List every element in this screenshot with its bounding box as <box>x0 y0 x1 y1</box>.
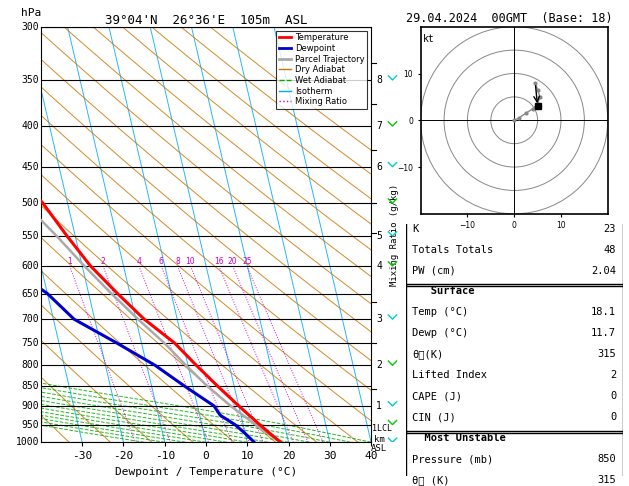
Text: 2.04: 2.04 <box>591 265 616 276</box>
Text: 850: 850 <box>598 454 616 464</box>
Text: 1: 1 <box>376 401 382 411</box>
Bar <box>406 431 623 486</box>
Text: 1LCL: 1LCL <box>372 424 392 433</box>
Text: CAPE (J): CAPE (J) <box>412 391 462 401</box>
Text: θᴄ(K): θᴄ(K) <box>412 349 443 360</box>
Text: 5: 5 <box>376 231 382 241</box>
Bar <box>406 221 623 286</box>
Text: 7: 7 <box>376 121 382 131</box>
Text: Pressure (mb): Pressure (mb) <box>412 454 494 464</box>
Text: Mixing Ratio (g/kg): Mixing Ratio (g/kg) <box>390 183 399 286</box>
Text: 2: 2 <box>101 257 106 266</box>
Text: 25: 25 <box>242 257 252 266</box>
Text: 550: 550 <box>21 231 39 241</box>
Text: 800: 800 <box>21 360 39 370</box>
Text: 350: 350 <box>21 75 39 85</box>
Text: 850: 850 <box>21 381 39 391</box>
Text: 6: 6 <box>159 257 164 266</box>
Text: 400: 400 <box>21 121 39 131</box>
Text: CIN (J): CIN (J) <box>412 412 456 422</box>
Text: 600: 600 <box>21 261 39 271</box>
Bar <box>406 284 623 434</box>
Text: 4: 4 <box>376 261 382 271</box>
Text: Temp (°C): Temp (°C) <box>412 308 469 317</box>
Text: 6: 6 <box>376 162 382 172</box>
Text: 2: 2 <box>610 370 616 381</box>
Text: 950: 950 <box>21 419 39 430</box>
Text: 0: 0 <box>610 391 616 401</box>
Text: 700: 700 <box>21 314 39 324</box>
Text: 8: 8 <box>376 75 382 85</box>
Text: 3: 3 <box>376 314 382 324</box>
Text: 11.7: 11.7 <box>591 329 616 338</box>
Text: Dewp (°C): Dewp (°C) <box>412 329 469 338</box>
Text: θᴄ (K): θᴄ (K) <box>412 475 450 485</box>
Text: 500: 500 <box>21 198 39 208</box>
Text: 315: 315 <box>598 475 616 485</box>
Text: Lifted Index: Lifted Index <box>412 370 487 381</box>
Text: 23: 23 <box>604 224 616 234</box>
Text: Surface: Surface <box>412 286 475 296</box>
Text: kt: kt <box>423 34 435 44</box>
Text: 4: 4 <box>136 257 142 266</box>
Text: ASL: ASL <box>371 444 387 452</box>
Text: 8: 8 <box>175 257 180 266</box>
Title: 39°04'N  26°36'E  105m  ASL: 39°04'N 26°36'E 105m ASL <box>105 14 307 27</box>
Text: 450: 450 <box>21 162 39 172</box>
Text: K: K <box>412 224 418 234</box>
Text: 20: 20 <box>228 257 238 266</box>
Legend: Temperature, Dewpoint, Parcel Trajectory, Dry Adiabat, Wet Adiabat, Isotherm, Mi: Temperature, Dewpoint, Parcel Trajectory… <box>277 31 367 109</box>
Text: 29.04.2024  00GMT  (Base: 18): 29.04.2024 00GMT (Base: 18) <box>406 12 612 25</box>
Text: PW (cm): PW (cm) <box>412 265 456 276</box>
Text: 750: 750 <box>21 338 39 348</box>
Text: 1: 1 <box>67 257 72 266</box>
Text: Totals Totals: Totals Totals <box>412 244 494 255</box>
Text: 300: 300 <box>21 22 39 32</box>
Text: 2: 2 <box>376 360 382 370</box>
Text: 16: 16 <box>214 257 223 266</box>
Text: 650: 650 <box>21 289 39 298</box>
Text: hPa: hPa <box>21 8 42 18</box>
Text: Most Unstable: Most Unstable <box>412 434 506 443</box>
Text: 1000: 1000 <box>16 437 39 447</box>
Text: 10: 10 <box>186 257 195 266</box>
X-axis label: Dewpoint / Temperature (°C): Dewpoint / Temperature (°C) <box>115 467 297 477</box>
Text: 0: 0 <box>610 412 616 422</box>
Text: 18.1: 18.1 <box>591 308 616 317</box>
Text: 48: 48 <box>604 244 616 255</box>
Text: km: km <box>374 435 384 444</box>
Text: 315: 315 <box>598 349 616 360</box>
Text: 900: 900 <box>21 401 39 411</box>
